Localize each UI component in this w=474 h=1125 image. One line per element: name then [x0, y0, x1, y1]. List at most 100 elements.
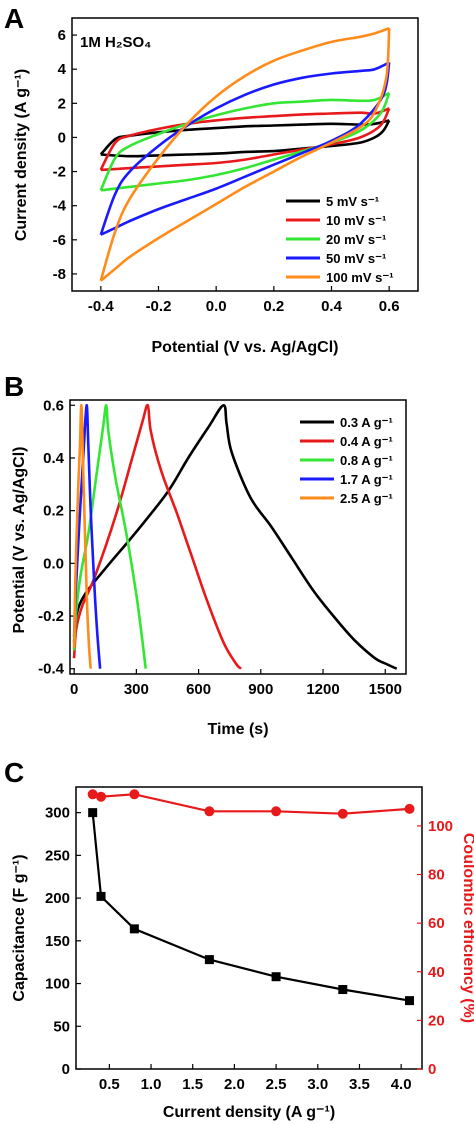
cv-curve-forward-2 [99, 91, 390, 191]
panel-a-annotation: 1M H₂SO₄ [80, 34, 151, 51]
efficiency-line [92, 793, 410, 815]
panel-c-y2-tick-label: 60 [428, 915, 445, 932]
panel-b-y-ticks: -0.4 -0.2 0.0 0.2 0.4 0.6 [38, 397, 75, 678]
capacitance-point [204, 955, 214, 965]
legend-label: 1.7 A g⁻¹ [340, 472, 393, 487]
panel-c-x-tick-label: 4.0 [391, 1076, 412, 1093]
panel-c-y-tick-label: 0 [62, 1061, 70, 1078]
legend-label: 10 mV s⁻¹ [326, 213, 386, 228]
panel-a-curves [99, 26, 391, 282]
panel-c-x-tick-label: 1.5 [182, 1076, 203, 1093]
cv-curve-reverse-1 [100, 107, 391, 172]
panel-c-plot-area [75, 786, 423, 1070]
panel-a-y-tick-label: -2 [53, 164, 66, 181]
capacitance-point [271, 972, 281, 982]
panel-b-y-tick-label: -0.2 [38, 608, 64, 625]
efficiency-point [337, 808, 348, 819]
panel-a: A -0.4 -0.2 0.0 0.2 0.4 0.6 -8 -6 -4 -2 0 2 4 6 1M H… [4, 3, 419, 356]
panel-a-x-tick-label: 0.6 [379, 298, 400, 315]
panel-a-x-axis-title: Potential (V vs. Ag/AgCl) [152, 339, 339, 356]
legend-label: 100 mV s⁻¹ [326, 270, 394, 285]
capacitance-point [88, 808, 98, 818]
panel-b-plot-area [69, 399, 407, 675]
panel-c-x-tick-label: 3.0 [307, 1076, 328, 1093]
panel-c-y-tick-label: 300 [45, 805, 70, 822]
panel-b-y-axis-title: Potential (V vs. Ag/AgCl) [11, 447, 28, 634]
cv-curve-forward-4 [99, 26, 390, 282]
panel-b-y-tick-label: 0.6 [43, 397, 64, 414]
panel-c-x-tick-label: 1.0 [141, 1076, 162, 1093]
panel-c: C 0.5 1.0 1.5 2.0 2.5 3.0 3.5 4.0 0501001502002… [4, 757, 474, 1121]
panel-a-y-tick-label: -4 [53, 198, 67, 215]
efficiency-point [204, 806, 215, 817]
cv-curve-reverse-0 [100, 119, 391, 158]
panel-b-legend: 0.3 A g⁻¹ 0.4 A g⁻¹ 0.8 A g⁻¹ 1.7 A g⁻¹ 2.5 … [300, 415, 393, 506]
legend-label: 20 mV s⁻¹ [326, 232, 386, 247]
cv-curve-reverse-3 [100, 62, 391, 236]
panel-b-x-tick-label: 900 [248, 681, 273, 698]
panel-c-y2-tick-label: 20 [428, 1012, 445, 1029]
gcd-curve-2 [72, 403, 147, 669]
legend-label: 0.8 A g⁻¹ [340, 453, 393, 468]
panel-b-x-tick-label: 1500 [369, 681, 402, 698]
panel-a-x-ticks: -0.4 -0.2 0.0 0.2 0.4 0.6 [88, 286, 400, 315]
gcd-curve-1 [72, 403, 242, 670]
panel-b-x-tick-label: 1200 [306, 681, 339, 698]
capacitance-point [129, 924, 139, 934]
panel-c-series [87, 789, 415, 1006]
panel-c-y2-tick-label: 80 [428, 867, 445, 884]
panel-b-letter: B [4, 371, 24, 402]
panel-a-y-ticks: -8 -6 -4 -2 0 2 4 6 [53, 27, 77, 283]
panel-c-x-ticks: 0.5 1.0 1.5 2.0 2.5 3.0 3.5 4.0 [99, 1064, 412, 1093]
panel-a-y-axis-title: Current density (A g⁻¹) [13, 69, 30, 241]
panel-b-x-tick-label: 600 [186, 681, 211, 698]
panel-a-y-tick-label: 4 [58, 61, 67, 78]
gcd-curve-4 [72, 403, 92, 669]
cv-curve-reverse-2 [100, 92, 391, 192]
legend-label: 50 mV s⁻¹ [326, 251, 386, 266]
panel-c-y2-tick-label: 40 [428, 964, 445, 981]
panel-a-letter: A [4, 3, 24, 34]
legend-label: 0.3 A g⁻¹ [340, 415, 393, 430]
efficiency-point [96, 791, 107, 802]
panel-a-y-tick-label: 6 [58, 27, 66, 44]
panel-c-x-tick-label: 2.5 [266, 1076, 287, 1093]
panel-b-y-tick-label: 0.4 [43, 450, 65, 467]
panel-c-y2-tick-label: 100 [428, 818, 453, 835]
panel-a-x-tick-label: 0.4 [321, 298, 343, 315]
panel-c-x-axis-title: Current density (A g⁻¹) [163, 1104, 335, 1121]
panel-c-y-ticks: 0 50 100 150 200 250 300 [45, 805, 81, 1078]
cv-curve-reverse-4 [99, 28, 391, 282]
panel-c-letter: C [4, 757, 24, 788]
panel-c-right-y-ticks: 0 20 40 60 80 100 [417, 818, 453, 1078]
panel-c-y-tick-label: 200 [45, 890, 70, 907]
efficiency-point [87, 789, 98, 800]
panel-c-y-tick-label: 50 [53, 1018, 70, 1035]
panel-c-y-axis-title: Capacitance (F g⁻¹) [11, 854, 28, 1001]
panel-c-right-y-axis-title: Coulombic efficiency (%) [460, 833, 474, 1023]
panel-a-y-tick-label: 2 [58, 95, 66, 112]
panel-b-x-tick-label: 0 [70, 681, 78, 698]
panel-a-plot-area [71, 17, 419, 292]
panel-a-x-tick-label: -0.4 [88, 298, 115, 315]
panel-c-x-tick-label: 3.5 [349, 1076, 370, 1093]
panel-a-x-tick-label: 0.0 [206, 298, 227, 315]
capacitance-point [96, 891, 106, 901]
panel-b-y-tick-label: 0.0 [43, 555, 64, 572]
capacitance-point [338, 985, 348, 995]
capacitance-point [404, 996, 414, 1006]
efficiency-point [129, 789, 140, 800]
panel-b-x-tick-label: 300 [124, 681, 149, 698]
panel-b-x-ticks: 0 300 600 900 1200 1500 [70, 669, 402, 698]
panel-c-y2-tick-label: 0 [428, 1061, 436, 1078]
legend-label: 0.4 A g⁻¹ [340, 434, 393, 449]
panel-c-y-tick-label: 150 [45, 933, 70, 950]
cv-curve-forward-3 [99, 61, 390, 236]
cv-curve-forward-1 [99, 107, 390, 171]
panel-b-y-tick-label: 0.2 [43, 503, 64, 520]
panel-a-x-tick-label: 0.2 [263, 298, 284, 315]
panel-c-x-tick-label: 0.5 [99, 1076, 120, 1093]
panel-b-x-axis-title: Time (s) [207, 721, 268, 738]
panel-c-y-tick-label: 100 [45, 976, 70, 993]
